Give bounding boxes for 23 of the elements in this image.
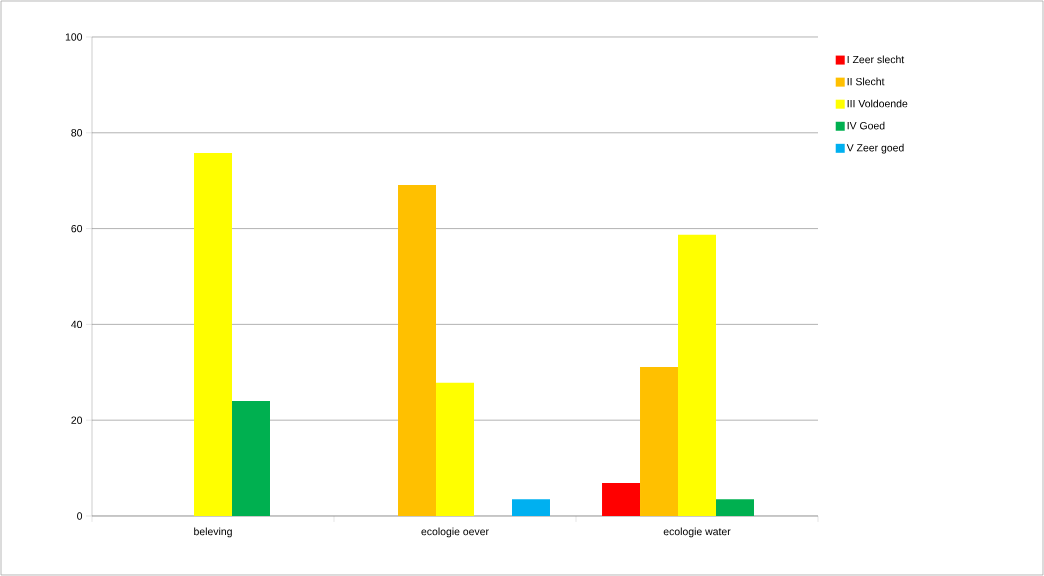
y-tick-label: 100: [65, 33, 83, 41]
y-tick-label: 20: [71, 416, 83, 424]
legend-label: II Slecht: [847, 77, 885, 86]
bar: [232, 401, 270, 516]
y-tick-label: 40: [71, 320, 83, 329]
bar: [640, 367, 679, 516]
bar: [602, 482, 641, 516]
legend-label: V Zeer goed: [846, 143, 904, 154]
y-tick-label: 80: [71, 129, 83, 137]
bar: [678, 234, 717, 516]
bar: [194, 152, 233, 516]
bar: [398, 184, 437, 516]
bar: [716, 499, 754, 516]
legend-label: I Zeer slecht: [847, 55, 905, 64]
legend-label: IV Goed: [847, 121, 885, 130]
x-tick-label: ecologie water: [663, 527, 731, 538]
bar: [512, 499, 550, 516]
y-tick-label: 0: [77, 512, 83, 520]
bar: [436, 382, 475, 516]
y-tick-label: 60: [71, 224, 83, 233]
legend-label: III Voldoende: [847, 99, 908, 108]
x-tick-label: ecologie oever: [421, 527, 489, 538]
x-tick-label: beleving: [194, 527, 232, 538]
